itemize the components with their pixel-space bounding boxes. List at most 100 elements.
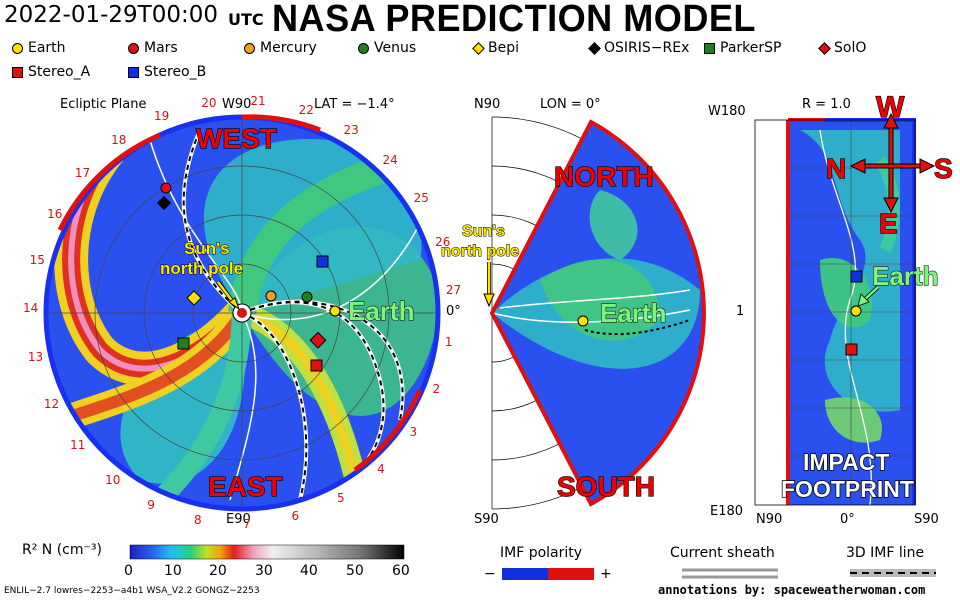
legend-item-mercury: Mercury [244, 40, 317, 56]
sector-number: 1 [444, 334, 453, 349]
footprint-w180-label: W180 [708, 104, 746, 119]
sector-number: 2 [432, 382, 441, 397]
legend-label: Mercury [260, 40, 317, 56]
legend-label: Stereo_A [28, 64, 91, 80]
compass-e-label: E [879, 208, 898, 239]
ecliptic-top-label: W90 [222, 97, 252, 112]
colorbar-tick: 60 [392, 563, 410, 579]
page-title: NASA PREDICTION MODEL [272, 0, 756, 40]
legend-label: ParkerSP [720, 40, 782, 56]
meridional-lon-label: LON = 0° [540, 97, 601, 112]
model-info: ENLIL−2.7 lowres−2253−a4b1 WSA_V2.2 GONG… [4, 586, 260, 596]
sector-number: 18 [111, 132, 127, 147]
sector-number: 25 [413, 190, 429, 205]
meridional-s-label: S90 [474, 512, 499, 527]
earth-annotation-footprint: Earth [872, 261, 938, 291]
imf-negative-bar [502, 568, 548, 580]
parker-marker-icon [704, 42, 715, 54]
footprint-n90-label: N90 [756, 512, 783, 527]
legend-item-solo: SolO [818, 40, 867, 56]
imf-minus-label: − [484, 566, 496, 582]
imf-polarity-label: IMF polarity [500, 545, 583, 561]
sector-number: 8 [193, 512, 202, 527]
compass-w-label: W [876, 91, 905, 124]
legend-item-mars: Mars [128, 40, 178, 56]
sector-number: 11 [70, 438, 86, 453]
legend-label: Bepi [488, 40, 519, 56]
colorbar-label: R² N (cm⁻³) [22, 542, 102, 558]
north-pole-annotation-meridional-1: Sun's [462, 223, 505, 240]
mars-marker-icon [128, 42, 139, 54]
earth-point-meridional [577, 315, 589, 327]
sector-number: 5 [337, 490, 345, 505]
legend-label: SolO [834, 40, 867, 56]
legend-label: Venus [374, 40, 417, 56]
stereo-b-point [316, 255, 329, 268]
sector-number: 27 [445, 282, 462, 297]
legend-item-earth: Earth [12, 40, 66, 56]
ecliptic-plane-panel: WEST EAST Earth Sun's north pole [43, 114, 441, 512]
legend-label: Earth [28, 40, 66, 56]
compass-s-label: S [934, 153, 953, 184]
footprint-r-label: R = 1.0 [802, 97, 851, 112]
colorbar-tick: 20 [209, 563, 227, 579]
density-colorbar [129, 544, 405, 560]
south-annotation: SOUTH [557, 471, 655, 502]
legend-item-stereo-b: Stereo_B [128, 64, 206, 80]
current-sheath-label: Current sheath [670, 545, 775, 561]
legend-item-bepi: Bepi [472, 40, 519, 56]
solo-point [309, 331, 327, 349]
legend-label: Stereo_B [144, 64, 207, 80]
colorbar-tick: 30 [255, 563, 273, 579]
earth-footprint-point [850, 305, 862, 317]
sector-number: 24 [382, 152, 398, 167]
stereo-a-marker-icon [12, 66, 23, 78]
stereo-a-point [310, 359, 323, 372]
colorbar-tick: 50 [346, 563, 364, 579]
ecliptic-title: Ecliptic Plane [60, 97, 147, 112]
legend-item-parker: ParkerSP [704, 40, 781, 56]
earth-annotation: Earth [348, 296, 414, 326]
stereo-a-footprint-point [845, 343, 858, 356]
sector-number: 10 [105, 472, 121, 487]
colorbar-tick: 0 [124, 563, 133, 579]
sector-number: 20 [201, 95, 217, 110]
osiris-point [156, 195, 172, 211]
north-annotation: NORTH [554, 161, 654, 192]
footprint-mid-label: 1 [736, 304, 745, 319]
legend-item-osiris: OSIRIS−REx [588, 40, 689, 56]
ecliptic-lat-label: LAT = −1.4° [314, 97, 395, 112]
colorbar-tick: 40 [300, 563, 318, 579]
sector-number: 6 [291, 509, 300, 524]
credit-text: annotations by: spaceweatherwoman.com [658, 583, 926, 597]
imf-positive-bar [548, 568, 594, 580]
sun-north-pole-annotation-line1: Sun's [184, 239, 230, 258]
timezone-label: UTC [228, 10, 264, 29]
compass-n-label: N [826, 153, 846, 184]
timestamp: 2022-01-29T00:00 [4, 2, 218, 28]
sector-number: 26 [435, 234, 451, 249]
sector-number: 4 [377, 462, 385, 477]
venus-marker-icon [358, 42, 369, 54]
sector-number: 13 [27, 350, 44, 365]
meridional-n-label: N90 [474, 97, 501, 112]
colorbar-tick: 10 [164, 563, 182, 579]
mars-point [160, 182, 172, 194]
north-pole-annotation-meridional-2: north pole [441, 243, 519, 260]
parker-point [177, 337, 190, 350]
sector-number: 7 [242, 516, 251, 531]
mercury-point [265, 290, 277, 302]
imf-line-label: 3D IMF line [846, 545, 925, 561]
earth-annotation-meridional: Earth [600, 298, 666, 328]
sector-number: 21 [250, 93, 266, 108]
legend-item-venus: Venus [358, 40, 416, 56]
sector-number: 22 [298, 102, 314, 117]
sector-number: 3 [409, 425, 418, 440]
legend-label: Mars [144, 40, 178, 56]
meridional-plane-panel: NORTH SOUTH Earth Sun's north pole [441, 116, 706, 510]
west-annotation: WEST [196, 123, 277, 154]
footprint-s90-label: S90 [914, 512, 939, 527]
legend-item-stereo-a: Stereo_A [12, 64, 90, 80]
sector-number: 23 [343, 122, 359, 137]
